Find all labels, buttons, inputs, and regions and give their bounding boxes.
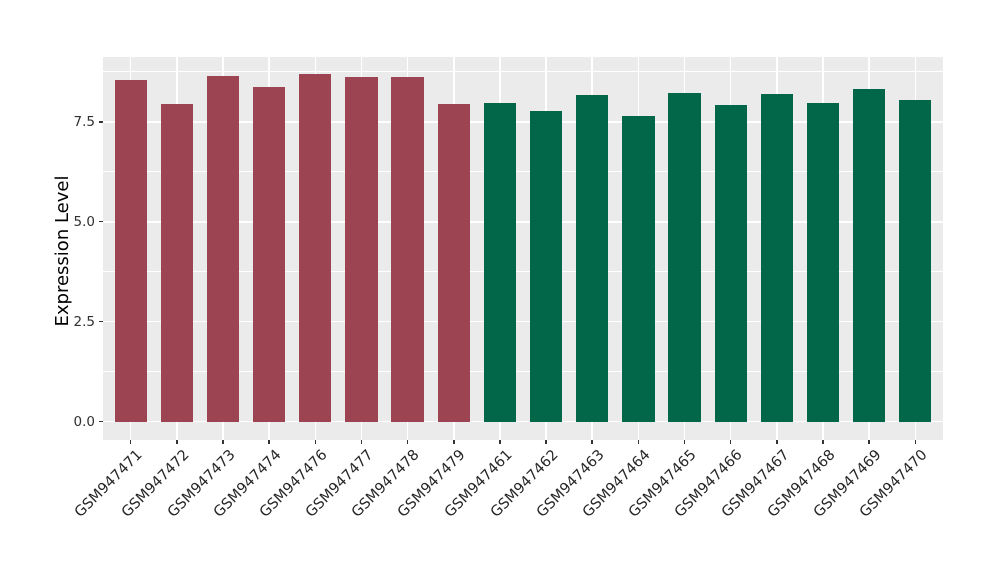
x-tick-mark (314, 440, 317, 444)
x-tick-mark (176, 440, 178, 444)
bar-GSM947467 (760, 94, 793, 422)
bar-GSM947462 (529, 110, 563, 422)
bar-GSM947469 (853, 88, 886, 422)
bar-GSM947468 (806, 103, 840, 422)
bar-GSM947479 (437, 104, 470, 422)
h-gridline-major (103, 320, 943, 323)
plot-panel (103, 57, 943, 440)
x-tick-mark (222, 440, 224, 444)
bar-GSM947474 (253, 87, 286, 422)
x-tick-mark (868, 440, 870, 444)
bar-GSM947461 (483, 103, 517, 422)
h-gridline-minor (103, 171, 943, 173)
x-tick-mark (591, 440, 593, 444)
bar-GSM947464 (622, 116, 655, 422)
y-tick-label: 7.5 (73, 113, 95, 130)
x-tick-mark (729, 440, 732, 444)
bar-GSM947466 (714, 104, 747, 422)
bar-GSM947463 (576, 94, 609, 422)
bar-GSM947476 (299, 74, 332, 422)
x-tick-mark (822, 440, 824, 444)
h-gridline-minor (103, 371, 943, 373)
h-gridline-minor (103, 71, 943, 73)
h-gridline-major (103, 120, 943, 123)
bar-GSM947465 (668, 93, 701, 422)
bar-GSM947470 (899, 100, 932, 422)
bar-GSM947472 (160, 104, 193, 422)
h-gridline-minor (103, 271, 943, 273)
x-tick-mark (914, 440, 917, 444)
h-gridline-major (103, 420, 943, 423)
x-tick-mark (683, 440, 686, 444)
y-tick-label: 2.5 (73, 313, 95, 330)
x-tick-mark (406, 440, 409, 444)
y-tick-mark (99, 220, 103, 223)
bar-GSM947471 (114, 80, 147, 422)
h-gridline-major (103, 220, 943, 223)
x-tick-mark (129, 440, 132, 444)
x-tick-mark (268, 440, 270, 444)
bar-GSM947477 (345, 76, 378, 422)
x-tick-mark (360, 440, 363, 444)
bar-GSM947478 (391, 76, 424, 422)
x-tick-mark (545, 440, 547, 444)
x-tick-mark (499, 440, 501, 444)
x-tick-mark (776, 440, 778, 444)
x-tick-mark (637, 440, 640, 444)
bar-GSM947473 (206, 75, 240, 422)
y-tick-mark (99, 320, 103, 323)
y-tick-label: 0.0 (73, 413, 95, 430)
x-tick-mark (453, 440, 455, 444)
y-tick-label: 5.0 (73, 213, 95, 230)
y-tick-mark (99, 420, 103, 423)
y-tick-mark (99, 121, 103, 123)
